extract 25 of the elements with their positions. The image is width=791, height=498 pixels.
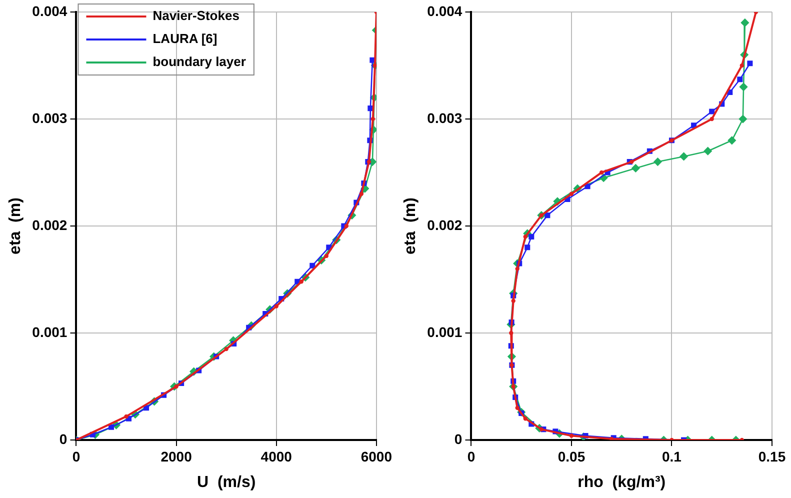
x-axis-title: U (m/s) (196, 474, 256, 491)
legend-label: boundary layer (152, 54, 246, 70)
y-tick-label: 0.004 (427, 2, 462, 19)
y-axis-title: eta (m) (7, 198, 24, 254)
legend-label: LAURA [6] (152, 31, 218, 46)
y-axis-title: eta (m) (402, 198, 420, 254)
legend-label: Navier-Stokes (152, 8, 240, 24)
x-tick-label: 0.05 (558, 448, 586, 464)
x-tick-label: 2000 (160, 448, 192, 464)
y-tick-label: 0.003 (32, 110, 68, 126)
y-tick-label: 0.002 (427, 216, 462, 233)
y-tick-label: 0 (454, 430, 462, 447)
y-tick-label: 0.002 (32, 216, 68, 233)
y-tick-label: 0 (59, 430, 68, 447)
x-axis-title: rho (kg/m³) (578, 474, 666, 491)
x-tick-label: 0 (72, 448, 80, 464)
x-tick-label: 0 (467, 448, 476, 464)
y-tick-label: 0.001 (32, 324, 68, 340)
y-tick-label: 0.004 (32, 2, 68, 19)
y-tick-label: 0.001 (427, 324, 462, 340)
x-tick-label: 4000 (260, 448, 292, 464)
x-tick-label: 0.15 (758, 448, 786, 464)
x-tick-label: 0.1 (662, 448, 682, 464)
y-tick-label: 0.003 (427, 110, 462, 126)
x-tick-label: 6000 (360, 448, 392, 464)
